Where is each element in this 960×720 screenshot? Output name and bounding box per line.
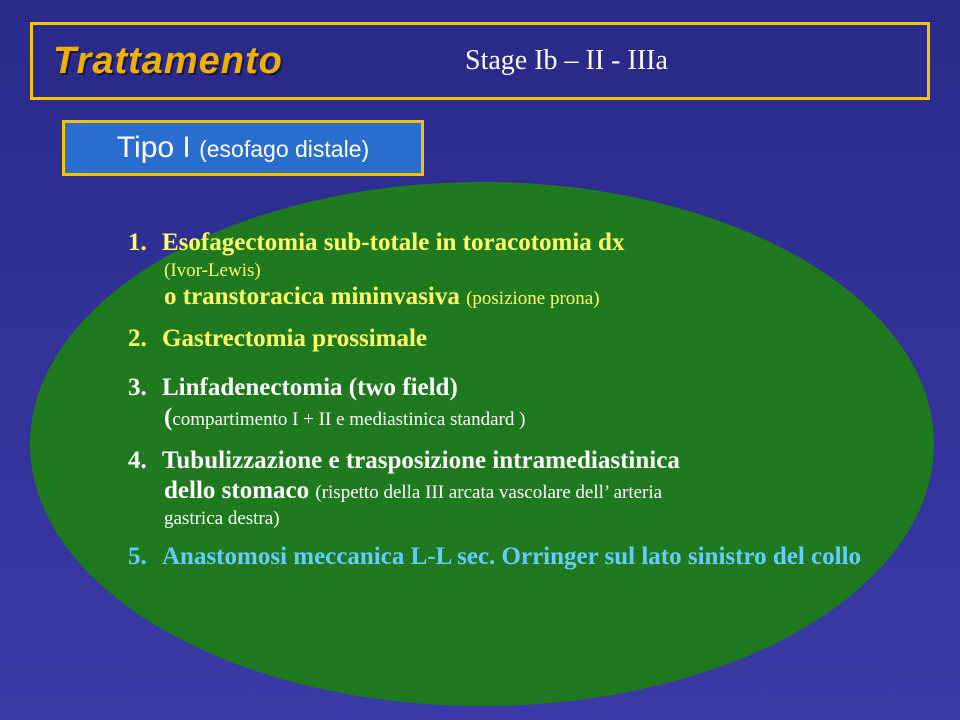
item-subtext: (posizione prona) <box>466 288 599 309</box>
item-text: Gastrectomia prossimale <box>162 325 427 352</box>
page-title: Trattamento <box>53 40 283 83</box>
item-subtext: (Ivor-Lewis) <box>164 260 261 281</box>
item-number: 2. <box>128 324 158 355</box>
subtitle: Tipo I (esofago distale) <box>117 131 369 165</box>
subtitle-box: Tipo I (esofago distale) <box>62 120 424 176</box>
item-text: Tubulizzazione e trasposizione intramedi… <box>162 447 680 474</box>
main-title-box: Trattamento Stage Ib – II - IIIa <box>30 22 930 100</box>
item-number: 4. <box>128 446 158 477</box>
list-item: 3. Linfadenectomia (two field) (comparti… <box>128 373 868 434</box>
item-text: o <box>164 283 183 310</box>
item-text: Linfadenectomia (two field) <box>162 374 458 401</box>
list-item: 1. Esofagectomia sub-totale in toracotom… <box>128 228 868 312</box>
list-item: 5. Anastomosi meccanica L-L sec. Orringe… <box>128 542 868 573</box>
item-subtext: (rispetto della III arcata vascolare del… <box>315 482 662 503</box>
item-text: Esofagectomia sub-totale in toracotomia … <box>162 229 624 256</box>
stage-label: Stage Ib – II - IIIa <box>465 45 668 77</box>
item-subtext: gastrica destra) <box>164 508 280 529</box>
item-subtext: compartimento I + II e mediastinica stan… <box>172 409 525 430</box>
subtitle-paren: (esofago distale) <box>199 136 369 162</box>
item-text: Anastomosi meccanica L-L sec. Orringer s… <box>162 543 861 570</box>
item-text: dello stomaco <box>164 477 315 504</box>
subtitle-main: Tipo I <box>117 131 199 164</box>
list-item: 4. Tubulizzazione e trasposizione intram… <box>128 446 868 530</box>
slide: Trattamento Stage Ib – II - IIIa Tipo I … <box>0 0 960 720</box>
item-number: 1. <box>128 228 158 259</box>
item-number: 3. <box>128 373 158 404</box>
item-text: transtoracica mininvasiva <box>183 283 466 310</box>
list-item: 2. Gastrectomia prossimale <box>128 324 868 355</box>
content-list: 1. Esofagectomia sub-totale in toracotom… <box>128 228 868 584</box>
item-number: 5. <box>128 542 158 573</box>
